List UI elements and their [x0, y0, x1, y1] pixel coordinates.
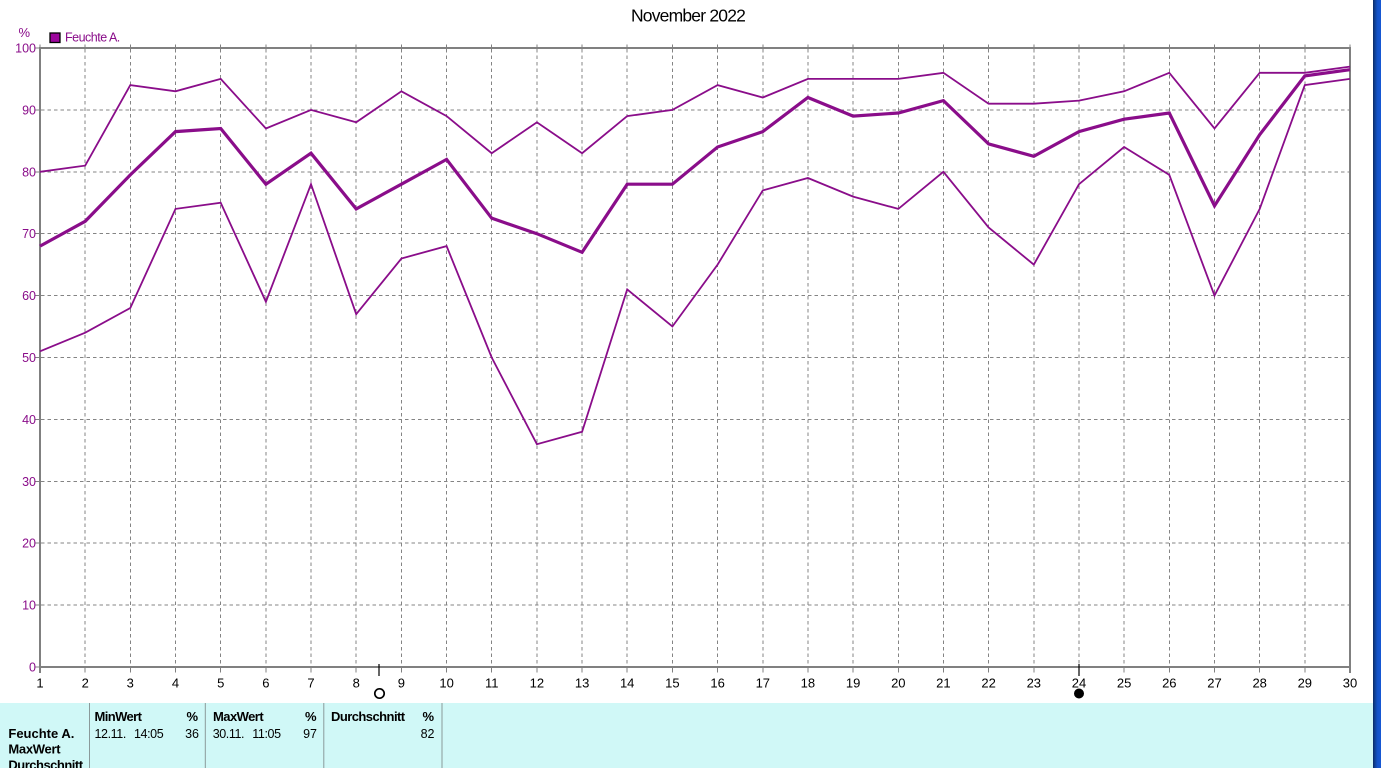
svg-text:6: 6	[262, 676, 269, 691]
svg-text:13: 13	[575, 676, 589, 691]
svg-text:12.11.: 12.11.	[95, 727, 126, 741]
svg-text:Feuchte A.: Feuchte A.	[65, 31, 120, 45]
svg-text:16: 16	[710, 676, 724, 691]
svg-text:%: %	[305, 709, 317, 724]
svg-text:90: 90	[22, 103, 36, 117]
svg-text:9: 9	[398, 676, 405, 691]
svg-text:100: 100	[15, 42, 36, 56]
svg-text:11: 11	[485, 676, 499, 691]
svg-text:50: 50	[22, 351, 36, 365]
svg-text:%: %	[186, 709, 198, 724]
svg-text:24: 24	[1072, 676, 1086, 691]
svg-text:3: 3	[127, 676, 134, 691]
svg-text:22: 22	[981, 676, 995, 691]
svg-text:60: 60	[22, 289, 36, 303]
svg-text:30: 30	[22, 475, 36, 489]
svg-text:%: %	[422, 709, 434, 724]
svg-text:14: 14	[620, 676, 634, 691]
svg-text:25: 25	[1117, 676, 1131, 691]
svg-text:12: 12	[530, 676, 544, 691]
svg-text:1: 1	[36, 676, 43, 691]
svg-text:20: 20	[891, 676, 905, 691]
svg-text:28: 28	[1252, 676, 1266, 691]
svg-text:November 2022: November 2022	[631, 6, 745, 26]
svg-text:0: 0	[29, 661, 36, 675]
svg-text:14:05: 14:05	[134, 727, 164, 741]
svg-text:5: 5	[217, 676, 224, 691]
svg-text:27: 27	[1207, 676, 1221, 691]
svg-text:11:05: 11:05	[252, 727, 281, 741]
svg-text:7: 7	[307, 676, 314, 691]
svg-text:82: 82	[421, 727, 435, 741]
svg-text:15: 15	[665, 676, 679, 691]
svg-text:36: 36	[185, 727, 199, 741]
svg-text:26: 26	[1162, 676, 1176, 691]
svg-text:17: 17	[756, 676, 770, 691]
svg-text:20: 20	[22, 537, 36, 551]
svg-text:MaxWert: MaxWert	[213, 709, 264, 724]
svg-text:4: 4	[172, 676, 179, 691]
svg-text:10: 10	[439, 676, 453, 691]
svg-text:97: 97	[303, 727, 317, 741]
svg-text:80: 80	[22, 165, 36, 179]
svg-text:2: 2	[82, 676, 89, 691]
svg-text:29: 29	[1298, 676, 1312, 691]
svg-text:%: %	[18, 25, 30, 40]
svg-text:MaxWert: MaxWert	[8, 742, 61, 757]
svg-text:21: 21	[936, 676, 950, 691]
svg-text:70: 70	[22, 227, 36, 241]
svg-text:MinWert: MinWert	[95, 709, 143, 724]
svg-text:40: 40	[22, 413, 36, 427]
svg-text:19: 19	[846, 676, 860, 691]
svg-text:30.11.: 30.11.	[213, 727, 244, 741]
svg-text:Feuchte A.: Feuchte A.	[8, 726, 74, 741]
svg-text:Durchschnitt: Durchschnitt	[8, 758, 83, 768]
svg-text:8: 8	[353, 676, 360, 691]
svg-text:23: 23	[1027, 676, 1041, 691]
svg-text:30: 30	[1343, 676, 1357, 691]
svg-text:Durchschnitt: Durchschnitt	[331, 709, 406, 724]
svg-text:18: 18	[801, 676, 815, 691]
svg-text:10: 10	[22, 599, 36, 613]
